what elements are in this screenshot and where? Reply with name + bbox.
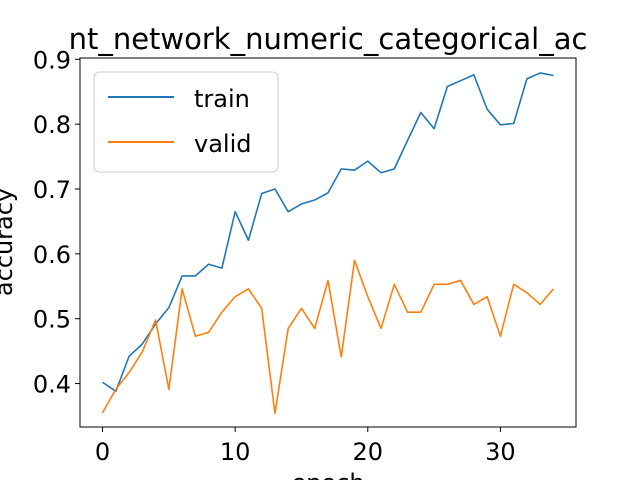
x-axis-label: epoch	[291, 469, 364, 480]
y-tick-label: 0.5	[33, 306, 71, 334]
legend: train valid	[93, 71, 279, 173]
y-tick-label: 0.8	[33, 111, 71, 139]
y-tick-label: 0.7	[33, 176, 71, 204]
plot-area: 0 10 20 30 0.4 0.5 0.6 0.7 0.8 0.9	[33, 46, 577, 466]
chart-title: nt_network_numeric_categorical_ac	[69, 22, 588, 56]
x-tick-label: 0	[95, 438, 110, 466]
legend-label-valid: valid	[194, 130, 251, 158]
y-tick-label: 0.4	[33, 371, 71, 399]
x-tick-label: 30	[485, 438, 516, 466]
series-line-train	[102, 72, 554, 393]
series-line-valid	[101, 259, 555, 415]
y-axis-label: accuracy	[0, 188, 18, 296]
x-tick-label: 20	[353, 438, 384, 466]
y-axis: 0.4 0.5 0.6 0.7 0.8 0.9	[33, 46, 80, 399]
legend-label-train: train	[194, 85, 250, 113]
series-layer	[101, 72, 555, 415]
x-tick-label: 10	[220, 438, 251, 466]
y-tick-label: 0.6	[33, 241, 71, 269]
x-axis: 0 10 20 30	[95, 427, 516, 466]
axes-frame	[79, 57, 577, 428]
y-tick-label: 0.9	[33, 46, 71, 74]
